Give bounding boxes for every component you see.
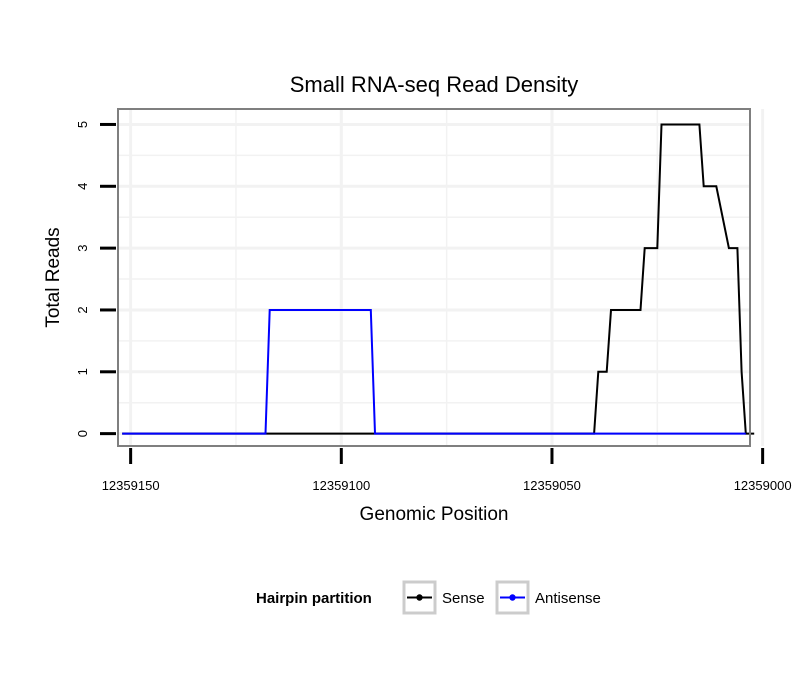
legend-label: Sense bbox=[442, 590, 485, 607]
series-lines bbox=[122, 123, 755, 435]
y-tick-label: 0 bbox=[75, 430, 90, 437]
x-tick-label: 12359050 bbox=[523, 478, 581, 493]
legend-label: Antisense bbox=[535, 590, 601, 607]
legend-key-marker bbox=[509, 594, 516, 601]
legend-title: Hairpin partition bbox=[256, 590, 372, 607]
x-axis-label: Genomic Position bbox=[360, 504, 509, 525]
axes: 12359150 12359100 12359050 12359000 0 1 2 3 4 5 bbox=[75, 121, 792, 493]
y-tick-label: 3 bbox=[75, 245, 90, 252]
series-line-antisense bbox=[122, 309, 746, 435]
legend: Hairpin partition Sense Antisense bbox=[256, 580, 601, 615]
y-tick-label: 4 bbox=[75, 183, 90, 190]
y-tick-label: 5 bbox=[75, 121, 90, 128]
legend-items: Sense Antisense bbox=[402, 580, 601, 615]
legend-item-sense: Sense bbox=[402, 580, 485, 615]
y-axis-label: Total Reads bbox=[43, 227, 64, 327]
plot-frame bbox=[117, 108, 751, 447]
legend-item-antisense: Antisense bbox=[495, 580, 601, 615]
x-tick-label: 12359150 bbox=[102, 478, 160, 493]
grid bbox=[118, 109, 765, 446]
chart-title: Small RNA-seq Read Density bbox=[290, 72, 579, 97]
x-tick-label: 12359100 bbox=[312, 478, 370, 493]
series-line-sense bbox=[122, 123, 755, 435]
y-tick-label: 1 bbox=[75, 368, 90, 375]
y-tick-label: 2 bbox=[75, 306, 90, 313]
x-tick-label: 12359000 bbox=[734, 478, 792, 493]
legend-key-marker bbox=[416, 594, 423, 601]
